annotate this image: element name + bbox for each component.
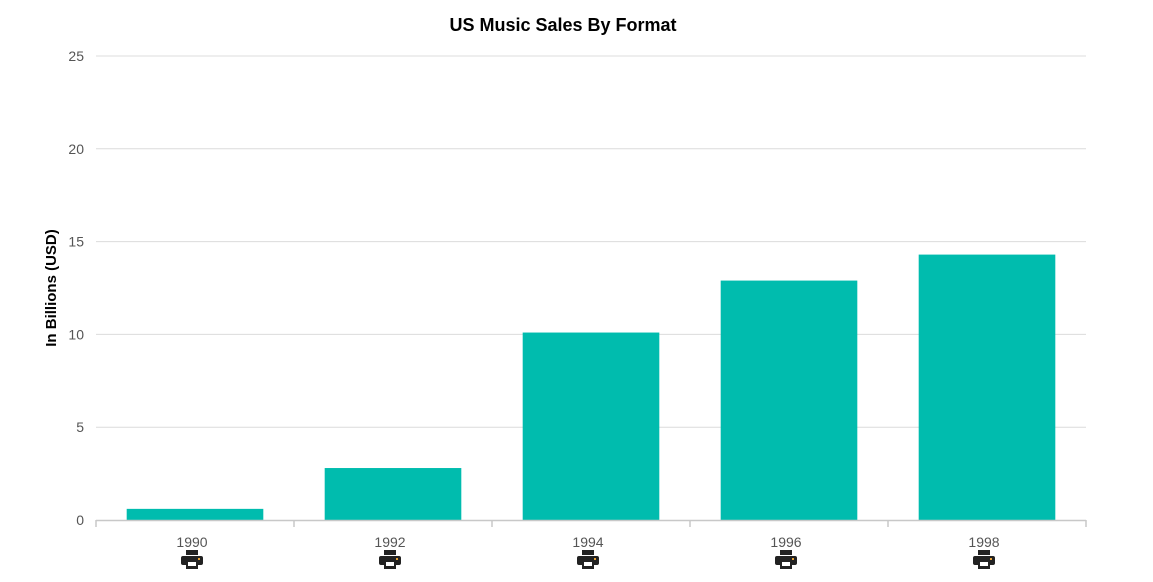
y-axis-label: In Billions (USD)	[43, 229, 60, 347]
bar-1992[interactable]	[324, 468, 462, 520]
y-tick-label: 25	[68, 48, 84, 64]
x-tick-label: 1990	[176, 534, 207, 550]
printer-icon	[577, 550, 599, 569]
y-tick-label: 20	[68, 141, 84, 157]
x-tick-label: 1992	[374, 534, 405, 550]
printer-icon	[379, 550, 401, 569]
bar-1994[interactable]	[522, 332, 660, 520]
y-tick-label: 5	[76, 419, 84, 435]
x-tick-label: 1994	[572, 534, 603, 550]
y-tick-label: 0	[76, 512, 84, 528]
y-tick-label: 10	[68, 326, 84, 342]
printer-icon	[181, 550, 203, 569]
bar-1990[interactable]	[126, 508, 264, 520]
chart-title: US Music Sales By Format	[449, 15, 676, 35]
bar-1996[interactable]	[720, 280, 858, 520]
x-tick-label: 1998	[968, 534, 999, 550]
printer-icon	[973, 550, 995, 569]
bar-1998[interactable]	[918, 254, 1056, 521]
x-tick-label: 1996	[770, 534, 801, 550]
printer-icon	[775, 550, 797, 569]
y-tick-label: 15	[68, 234, 84, 250]
